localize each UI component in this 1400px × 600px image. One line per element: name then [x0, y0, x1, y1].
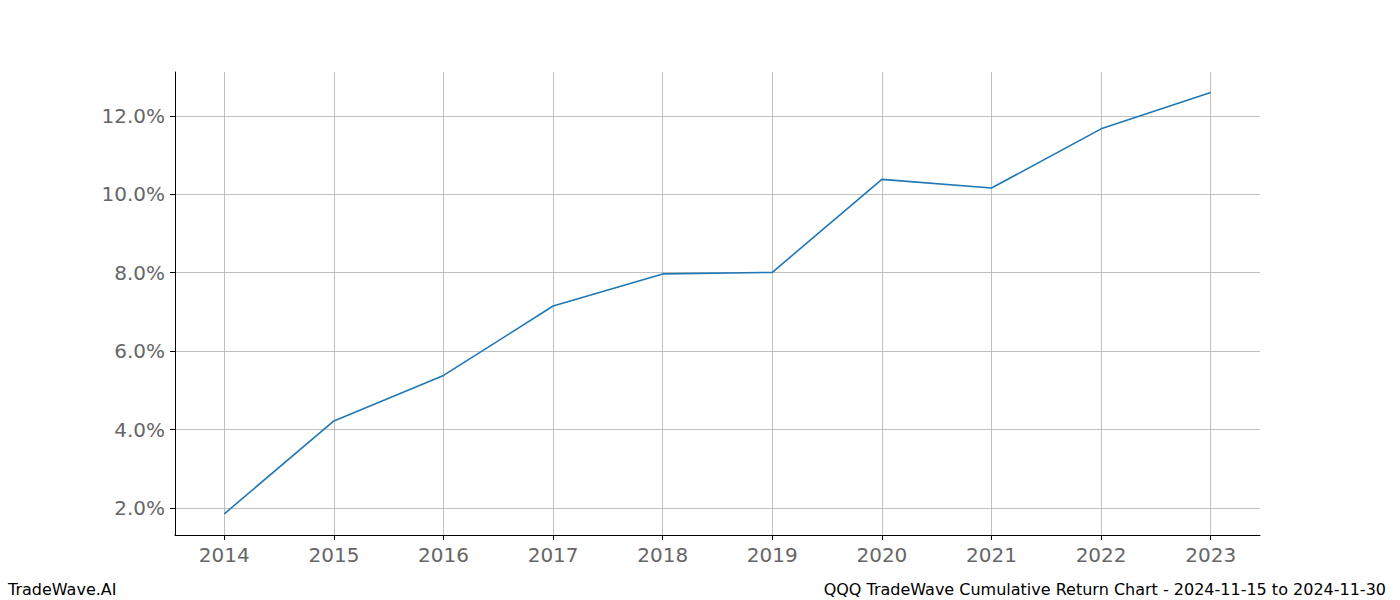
svg-text:12.0%: 12.0% [101, 104, 165, 128]
svg-text:6.0%: 6.0% [114, 339, 165, 363]
svg-text:QQQ TradeWave Cumulative Retur: QQQ TradeWave Cumulative Return Chart - … [824, 580, 1386, 599]
svg-text:2023: 2023 [1185, 543, 1236, 567]
svg-text:2015: 2015 [308, 543, 359, 567]
svg-text:10.0%: 10.0% [101, 182, 165, 206]
svg-text:2014: 2014 [199, 543, 250, 567]
svg-text:2022: 2022 [1076, 543, 1127, 567]
svg-text:2021: 2021 [966, 543, 1017, 567]
svg-text:TradeWave.AI: TradeWave.AI [7, 580, 116, 599]
svg-text:4.0%: 4.0% [114, 418, 165, 442]
svg-text:2.0%: 2.0% [114, 496, 165, 520]
svg-text:2016: 2016 [418, 543, 469, 567]
svg-text:2020: 2020 [856, 543, 907, 567]
svg-text:8.0%: 8.0% [114, 261, 165, 285]
svg-text:2019: 2019 [747, 543, 798, 567]
svg-text:2017: 2017 [528, 543, 579, 567]
svg-text:2018: 2018 [637, 543, 688, 567]
